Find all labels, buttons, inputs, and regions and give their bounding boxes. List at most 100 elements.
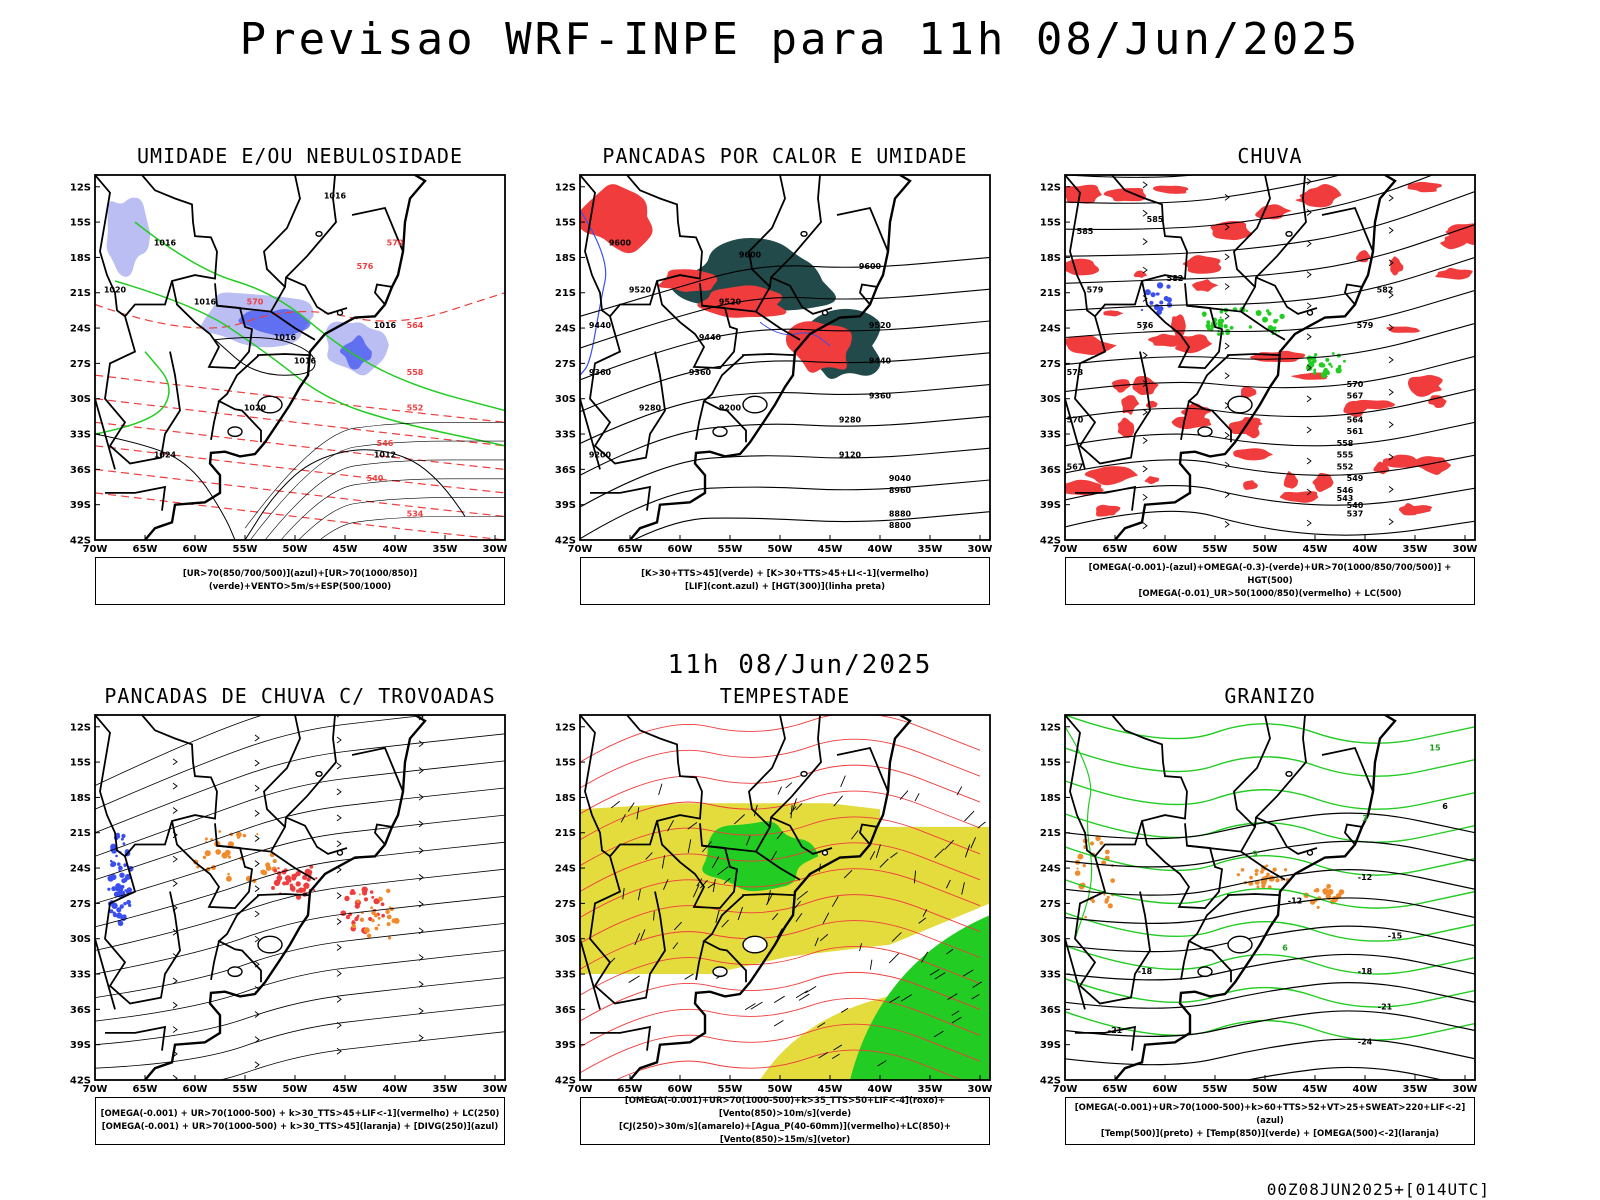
streamline [95,715,265,786]
border-line [1254,715,1307,827]
wind-vector [687,822,698,830]
lon-label: 30W [483,1084,508,1095]
wind-vector [795,990,808,999]
wind-vector [971,993,980,1000]
storm-area-orange [236,831,242,838]
wind-vector [951,1010,960,1016]
wind-vector [723,877,731,884]
storm-area-red [306,877,311,882]
contour-label: 537 [1347,509,1364,518]
streamline-arrow [172,1074,178,1080]
rain-patch-blue [1166,284,1171,289]
border-line [755,850,801,881]
rain-patch-red [1153,185,1189,194]
wind-vector [921,951,929,963]
storm-area-red [302,874,308,881]
border-line [770,276,833,315]
storm-area-red [361,890,368,896]
border-line [1187,894,1232,983]
divergence-blue [124,873,131,880]
lon-label: 65W [618,1084,643,1095]
wind-vector [640,929,646,941]
omega-area-orange [1082,863,1086,868]
panel-title-umidade: UMIDADE E/OU NEBULOSIDADE [136,144,464,168]
lon-label: 40W [1353,544,1378,555]
contour-label: 552 [407,403,424,412]
lon-label: 30W [1453,544,1478,555]
lake [1197,426,1213,438]
border-line [270,850,316,881]
rain-patch-blue [1140,308,1144,312]
streamline-arrow [254,860,260,868]
streamline-arrow [418,740,424,748]
lon-label: 45W [1303,544,1328,555]
streamline-arrow [1224,491,1230,499]
lon-label: 35W [918,544,943,555]
temp500-contour [1065,1010,1475,1037]
rain-patch-green [1229,325,1234,330]
wind-vector [951,1016,962,1024]
storm-area-red [296,889,300,893]
precipitable-water-contour [580,715,981,763]
contour-label: 9440 [589,321,612,330]
rain-patch-green [1262,316,1268,323]
streamline-arrow [336,918,342,925]
storm-area-orange [386,914,392,920]
rain-patch-red [1182,255,1222,274]
wind-vector [637,889,641,901]
border-line [1344,823,1363,846]
contour-label: 9360 [589,368,612,377]
wind-vector [795,803,803,811]
contour-label: 9520 [719,298,742,307]
omega-area-orange [1095,835,1101,842]
border-line [580,938,601,1010]
streamline [1065,256,1475,311]
streamline-arrow [1142,522,1148,530]
contour-label: 540 [1347,501,1364,510]
border-line [210,400,220,441]
wind-vector [746,835,751,846]
streamline-arrow [418,1034,424,1042]
lat-label: 15S [1040,758,1061,769]
precipitable-water-contour [580,997,981,1048]
humidity-area-core [238,309,312,337]
streamline-arrow [1306,178,1312,185]
omega-area-orange [1316,905,1320,909]
lon-label: 60W [1153,544,1178,555]
lat-label: 12S [1040,182,1061,193]
storm-area-orange [265,865,272,871]
hgt300-contour [580,479,990,540]
pressure-contour [95,433,236,540]
lat-label: 21S [70,828,91,839]
border-line [104,316,181,465]
lat-label: 18S [1040,793,1061,804]
rain-patch-red [1065,184,1102,204]
border-line [270,310,316,341]
lat-label: 42S [70,536,91,547]
contour-label: 570 [247,298,264,307]
omega-area-orange [1314,887,1320,893]
rain-patch-red [1413,456,1452,476]
wind-vector [744,1003,756,1011]
lat-label: 33S [70,970,91,981]
hgt300-contour [580,447,990,508]
precipitable-water-contour [580,971,981,1022]
lat-label: 24S [70,864,91,875]
streamline-arrow [172,880,178,887]
streamline-arrow [1224,253,1230,261]
lat-label: 42S [555,536,576,547]
border-line [217,354,262,443]
divergence-blue [120,837,124,841]
contour-label: 9 [1252,849,1258,858]
panel-title-chuva: CHUVA [1237,144,1303,168]
lat-label: 21S [555,828,576,839]
lat-label: 39S [555,1040,576,1051]
streamline [95,760,505,857]
streamline-arrow [172,855,178,863]
border-line [859,283,878,306]
rain-patch-blue [1156,309,1163,315]
contour-label: 564 [407,321,424,330]
contour-label: 1012 [374,451,396,460]
lat-label: 12S [70,182,91,193]
